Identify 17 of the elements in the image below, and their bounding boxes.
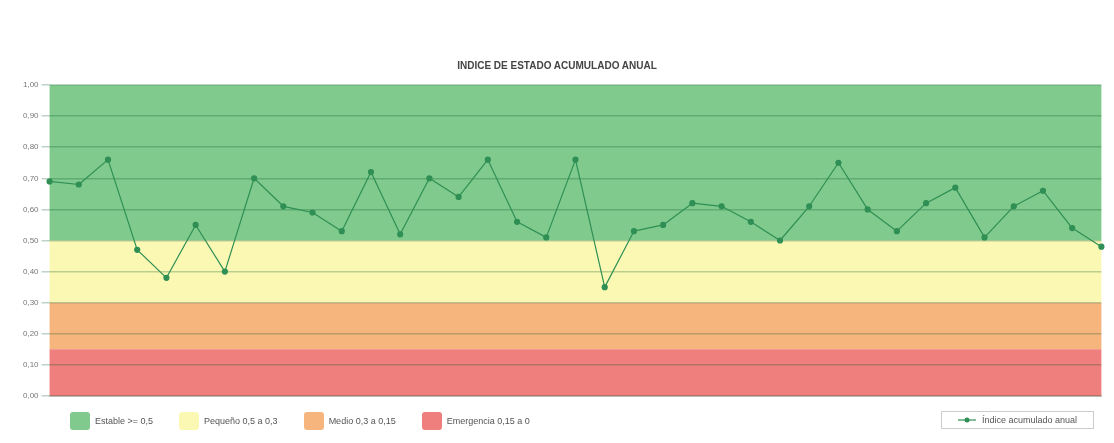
y-tick-label: 0,30 xyxy=(22,297,40,307)
y-tick-label: 0,70 xyxy=(22,173,40,183)
y-tick-label: 0,80 xyxy=(22,142,40,152)
y-tick-label: 0,90 xyxy=(22,111,40,121)
y-tick-label: 0,00 xyxy=(22,391,40,401)
chart-title: INDICE DE ESTADO ACUMULADO ANUAL xyxy=(456,60,658,71)
legend-label: Índice acumulado anual xyxy=(981,415,1077,425)
legend-label: Medio 0,3 a 0,15 xyxy=(328,416,396,426)
legend-label: Estable >= 0,5 xyxy=(95,416,154,426)
y-tick-label: 0,10 xyxy=(22,360,40,370)
legend-label: Pequeño 0,5 a 0,3 xyxy=(204,416,278,426)
y-tick-label: 1,00 xyxy=(22,80,40,90)
y-tick-label: 0,20 xyxy=(22,329,40,338)
y-tick-label: 0,50 xyxy=(22,235,40,245)
legend-label: Emergencia 0,15 a 0 xyxy=(446,416,530,426)
y-tick-label: 0,40 xyxy=(22,266,40,276)
y-tick-label: 0,60 xyxy=(22,204,40,214)
